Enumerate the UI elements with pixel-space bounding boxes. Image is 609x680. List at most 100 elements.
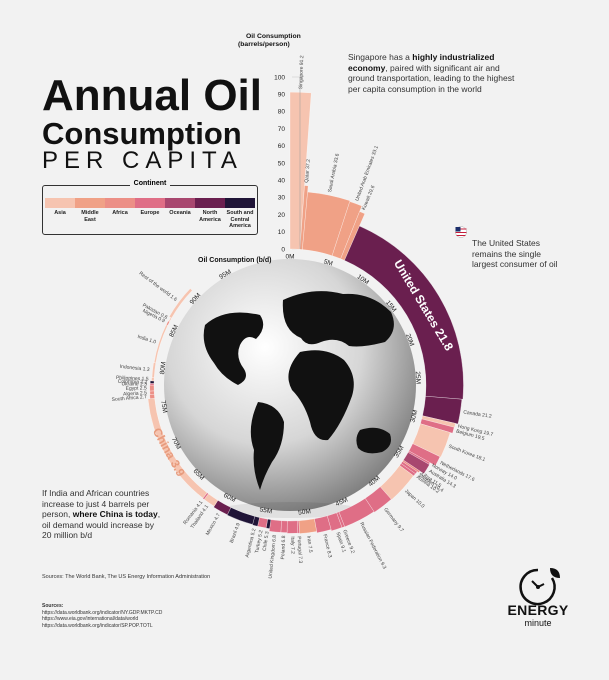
bar-kuwait	[340, 211, 366, 261]
y-tick-label: 0	[281, 246, 285, 253]
singapore-note: Singapore has a highly industrialized ec…	[348, 52, 515, 94]
legend-swatch-europe	[135, 198, 165, 208]
x-tick-label: 75M	[159, 400, 168, 414]
x-tick-label: 50M	[298, 508, 311, 516]
bar-germany	[364, 486, 392, 513]
y-tick-label: 10	[278, 229, 286, 236]
y-tick-label: 30	[278, 195, 286, 202]
bar-russian-federation	[338, 498, 375, 528]
y-tick-label: 100	[274, 74, 285, 81]
bar-saudi-arabia	[302, 191, 351, 256]
country-label: Algeria 2.5	[123, 390, 147, 397]
country-label: Mexico 4.7	[205, 512, 222, 536]
bar-india	[153, 324, 168, 364]
eurasia-shape	[282, 291, 394, 347]
bar-ukraine	[149, 383, 155, 386]
bar-united-arab-emirates	[331, 201, 363, 259]
country-label: Rest of the world 1.6	[138, 271, 179, 303]
country-label: Egypt 2.5	[126, 385, 147, 391]
bar-mexico	[213, 500, 232, 515]
title-line-3: PER CAPITA	[42, 147, 243, 174]
source-url: https://data.worldbank.org/indicator/NY.…	[42, 609, 163, 616]
bar-egypt	[149, 384, 155, 392]
bar-pakistan	[168, 317, 172, 322]
title-line-2: Consumption	[42, 116, 242, 151]
bar-libya	[402, 459, 421, 473]
country-label: Iran 7.5	[305, 535, 313, 553]
y-tick-label: 60	[278, 143, 286, 150]
country-label: Indonesia 1.3	[119, 364, 150, 373]
legend-label: Asia	[54, 210, 66, 216]
country-label: United Kingdom 6.8	[268, 534, 278, 579]
world-globe	[164, 259, 416, 518]
legend-swatch-oceania	[165, 198, 195, 208]
country-label: Qatar 37.2	[304, 159, 312, 183]
us-note: The United States remains the single lar…	[472, 238, 558, 269]
bar-china	[147, 398, 208, 499]
x-tick-label: 25M	[414, 371, 422, 384]
south-america-shape	[250, 402, 284, 490]
legend-label: North America	[199, 210, 221, 223]
country-label: Colombia 2.2	[118, 379, 148, 386]
title-line-1: Annual Oil	[42, 71, 262, 120]
x-tick-label: 5M	[323, 258, 334, 267]
bar-greece	[336, 511, 345, 528]
x-axis-title: Oil Consumption (b/d)	[198, 257, 272, 264]
sources-line: Sources: The World Bank, The US Energy I…	[42, 574, 211, 580]
bar-japan	[379, 465, 414, 500]
brand-tagline: minute	[524, 618, 552, 628]
y-tick-label: 80	[278, 109, 286, 116]
bar-poland	[280, 520, 288, 533]
brand-name: ENERGY	[507, 602, 569, 618]
bar-qatar	[299, 185, 309, 250]
bar-italy	[286, 520, 299, 534]
country-label: Italy 7.2	[289, 536, 295, 554]
bar-algeria	[149, 390, 155, 395]
bar-spain	[327, 512, 343, 532]
country-label: Portugal 7.3	[296, 536, 304, 563]
india-note: If India and African countries increase …	[42, 488, 161, 540]
country-label: Canada 21.2	[463, 409, 492, 419]
clock-leaf-icon	[519, 568, 560, 606]
country-label: France 8.3	[321, 534, 332, 559]
legend-swatch-africa	[105, 198, 135, 208]
source-url: https://www.eia.gov/international/data/w…	[42, 616, 139, 622]
x-tick-label: 85M	[168, 324, 180, 338]
x-tick-label: 80M	[159, 361, 168, 374]
legend-title: Continent	[129, 180, 171, 187]
bar-south-korea	[412, 423, 451, 458]
x-tick-label: 70M	[170, 436, 182, 450]
country-label: Philippines 1.5	[116, 375, 149, 382]
x-tick-label: 55M	[259, 506, 273, 515]
continent-legend: Continent Asia Middle East Africa Europe Oce…	[42, 180, 258, 235]
us-flag-icon	[455, 226, 467, 238]
x-tick-label: 0M	[285, 254, 294, 261]
australia-shape	[356, 427, 391, 454]
country-label: Ukraine 2.3	[121, 381, 147, 387]
bar-united-kingdom	[269, 519, 282, 533]
legend-swatch-asia	[45, 198, 75, 208]
bar-south-africa	[149, 393, 155, 399]
country-label: Singapore 91.2	[298, 55, 305, 89]
sources-list: Sources: https://data.worldbank.org/indi…	[42, 603, 262, 629]
bar-australia	[403, 452, 430, 474]
globe-shadow	[220, 502, 360, 518]
legend-label: Europe	[140, 210, 160, 216]
source-url: https://data.worldbank.org/indicator/SP.…	[42, 622, 153, 629]
country-label: Russian Federation 9.3	[358, 521, 387, 570]
country-label: Poland 6.8	[280, 535, 287, 559]
legend-swatch-north-america	[195, 198, 225, 208]
country-label: Brazil 4.9	[229, 522, 242, 544]
legend-label: Oceania	[169, 210, 191, 216]
legend-swatch-south-and-central-america	[225, 198, 255, 208]
x-tick-label: 45M	[335, 497, 349, 509]
bar-nigeria	[166, 320, 170, 326]
country-label: South Korea 18.1	[448, 444, 487, 464]
y-axis-title-line2: (barrels/person)	[238, 41, 290, 48]
bar-hong-kong	[421, 415, 456, 428]
bar-canada	[422, 396, 463, 425]
bar-belgium	[420, 418, 455, 434]
sources-label: Sources:	[42, 603, 64, 609]
x-tick-label: 20M	[404, 333, 415, 347]
legend-label: Africa	[112, 210, 128, 216]
